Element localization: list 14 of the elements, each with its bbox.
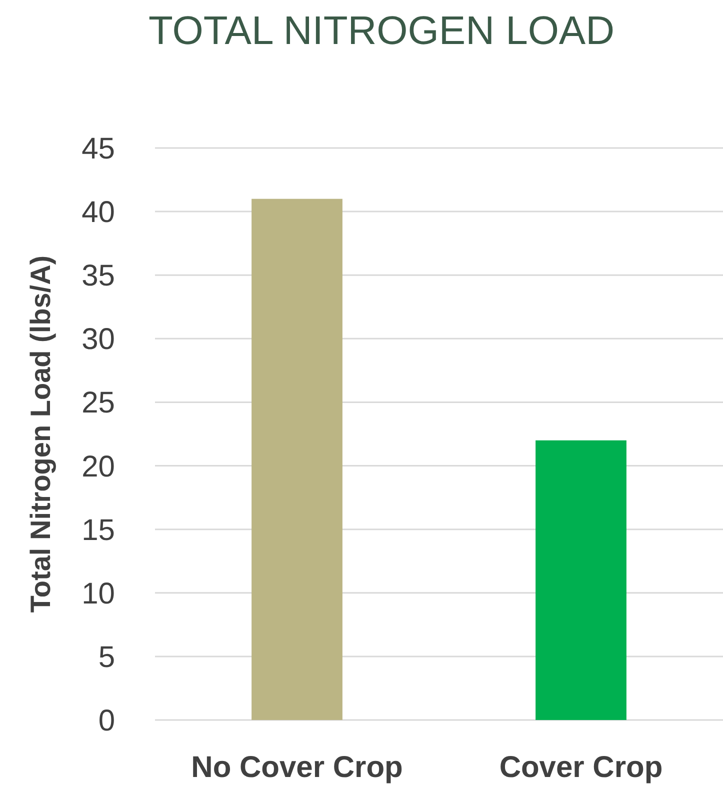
chart-title: TOTAL NITROGEN LOAD: [148, 9, 614, 53]
y-tick-label: 40: [82, 196, 115, 230]
y-tick-label: 10: [82, 577, 115, 610]
y-tick-label: 5: [98, 640, 115, 674]
y-axis-title: Total Nitrogen Load (lbs/A): [25, 255, 56, 613]
y-tick-label: 35: [82, 260, 115, 293]
x-tick-label: Cover Crop: [499, 751, 663, 784]
y-tick-label: 45: [82, 132, 115, 166]
y-tick-label: 15: [82, 514, 115, 547]
y-tick-label: 25: [82, 386, 115, 420]
y-tick-label: 30: [82, 323, 115, 356]
y-tick-label: 20: [82, 450, 115, 484]
x-tick-label: No Cover Crop: [191, 751, 403, 784]
y-tick-label: 0: [98, 704, 115, 738]
